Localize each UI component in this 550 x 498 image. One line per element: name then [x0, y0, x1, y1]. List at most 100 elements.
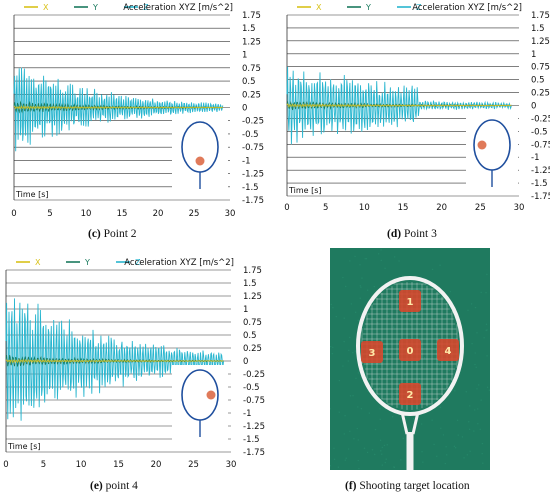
carpet-speck — [438, 296, 441, 298]
legend-label-z: Z — [143, 3, 149, 12]
carpet-speck — [352, 351, 354, 354]
carpet-speck — [337, 466, 340, 468]
carpet-speck — [463, 457, 465, 459]
carpet-speck — [474, 409, 476, 411]
x-axis-label: Time [s] — [7, 442, 41, 451]
carpet-speck — [466, 454, 469, 456]
carpet-speck — [420, 423, 423, 425]
carpet-speck — [387, 315, 389, 317]
caption-prefix: (c) — [88, 228, 101, 240]
racket-throat — [400, 411, 420, 435]
caption-label: Shooting target location — [359, 480, 470, 492]
carpet-speck — [392, 326, 395, 328]
y-tick-label: 1.75 — [242, 11, 261, 21]
y-tick-label: -0.75 — [243, 396, 265, 406]
carpet-speck — [344, 285, 347, 288]
x-tick-label: 25 — [188, 460, 199, 470]
carpet-speck — [393, 256, 396, 258]
carpet-speck — [381, 446, 384, 449]
legend-label-z: Z — [416, 3, 422, 12]
chart-title: Acceleration XYZ [m/s^2] — [123, 3, 233, 13]
legend-label-x: X — [43, 3, 49, 12]
carpet-speck — [379, 387, 381, 389]
carpet-speck — [354, 255, 356, 258]
carpet-speck — [349, 395, 352, 397]
carpet-speck — [342, 365, 344, 367]
carpet-speck — [389, 366, 392, 368]
y-tick-label: -1 — [531, 153, 539, 163]
carpet-speck — [335, 315, 337, 318]
carpet-speck — [377, 253, 380, 255]
carpet-speck — [422, 461, 424, 463]
carpet-speck — [331, 352, 334, 355]
y-tick-label: 0 — [242, 104, 247, 114]
carpet-speck — [359, 297, 361, 299]
carpet-speck — [347, 360, 350, 362]
y-tick-label: 0.75 — [243, 318, 262, 328]
carpet-speck — [468, 428, 471, 431]
carpet-speck — [445, 446, 447, 448]
carpet-speck — [448, 369, 450, 372]
y-tick-label: -0.75 — [242, 143, 264, 153]
carpet-speck — [378, 376, 381, 378]
carpet-speck — [402, 314, 405, 316]
carpet-speck — [338, 411, 340, 413]
carpet-speck — [352, 395, 354, 397]
chart-panel-point-4: 1.75 1.5 1.25 1 0.75 0.5 0.25 0 -0.25 -0.5 -0.75 -1… — [0, 248, 270, 476]
carpet-speck — [442, 296, 445, 299]
y-tick-label: -1 — [243, 409, 251, 419]
carpet-speck — [343, 433, 345, 435]
carpet-speck — [387, 374, 389, 377]
carpet-speck — [480, 291, 482, 294]
target-square — [361, 341, 383, 363]
caption-label: Point 3 — [403, 228, 437, 240]
carpet-speck — [456, 419, 459, 422]
carpet-speck — [398, 260, 400, 262]
carpet-speck — [368, 324, 370, 326]
y-tick-label: 0.5 — [242, 77, 256, 87]
carpet-speck — [353, 438, 355, 440]
legend-label-y: Y — [92, 3, 98, 12]
carpet-speck — [349, 430, 351, 432]
carpet-speck — [474, 352, 476, 354]
caption-label: point 4 — [105, 480, 138, 492]
y-tick-label: -0.25 — [531, 114, 550, 124]
x-tick-label: 15 — [113, 460, 124, 470]
carpet-speck — [486, 386, 489, 389]
y-tick-label: -0.25 — [242, 117, 264, 127]
target-square — [399, 339, 421, 361]
carpet-speck — [400, 459, 402, 461]
carpet-speck — [364, 258, 366, 260]
y-tick-label: -1.25 — [243, 422, 265, 432]
legend-label-x: X — [35, 258, 41, 267]
series-line-x — [13, 104, 223, 110]
x-tick-label: 15 — [117, 209, 128, 219]
carpet-speck — [360, 286, 362, 288]
carpet-speck — [362, 367, 365, 370]
target-square — [399, 290, 421, 312]
carpet-speck — [469, 405, 471, 407]
racket-shaft — [406, 432, 414, 470]
carpet-speck — [423, 357, 426, 359]
carpet-speck — [483, 337, 485, 339]
carpet-speck — [476, 332, 478, 334]
carpet-speck — [474, 306, 477, 309]
x-tick-label: 10 — [359, 203, 370, 213]
x-tick-label: 10 — [81, 209, 92, 219]
y-tick-label: 1 — [243, 305, 248, 315]
y-tick-label: 0.5 — [531, 76, 545, 86]
carpet-speck — [439, 364, 441, 366]
caption-point-4: (e) point 4 — [90, 480, 138, 492]
carpet-speck — [431, 419, 433, 421]
carpet-speck — [471, 342, 473, 345]
carpet-speck — [479, 428, 481, 431]
y-tick-label: -0.5 — [531, 127, 548, 137]
carpet-speck — [486, 273, 488, 276]
y-tick-label: 0 — [243, 357, 248, 367]
carpet-speck — [349, 336, 351, 339]
caption-label: Point 2 — [103, 228, 137, 240]
carpet-speck — [356, 427, 359, 430]
carpet-speck — [384, 267, 386, 270]
x-tick-label: 5 — [323, 203, 328, 213]
x-axis-label: Time [s] — [15, 190, 49, 199]
